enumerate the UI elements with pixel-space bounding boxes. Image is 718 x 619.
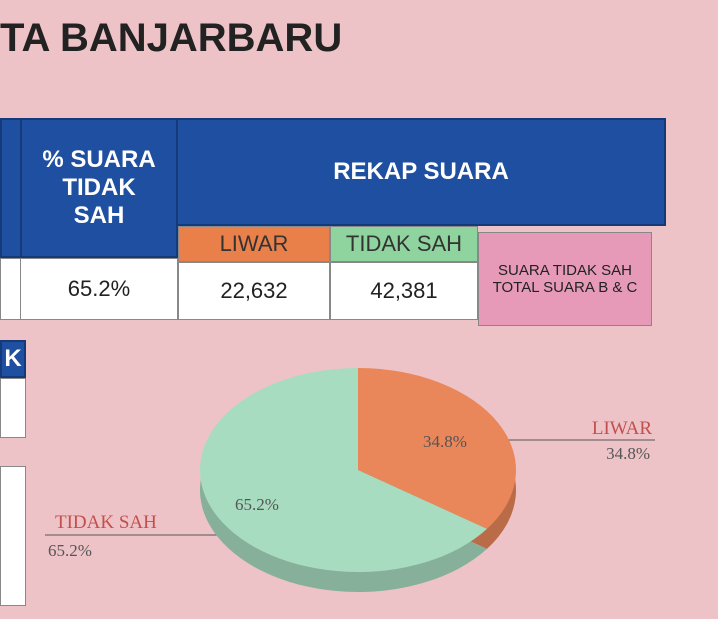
cell: 65.2% — [20, 258, 178, 320]
callout-name: TIDAK SAH — [55, 512, 157, 533]
callout-value: 65.2% — [48, 541, 92, 560]
note-cell: SUARA TIDAK SAH TOTAL SUARA B & C — [478, 232, 652, 326]
cell — [0, 378, 26, 438]
slice — [200, 368, 487, 573]
title: TA BANJARBARU — [0, 15, 343, 60]
sub-header: LIWAR — [178, 226, 330, 262]
cell — [0, 466, 26, 606]
sub-header: TIDAK SAH — [330, 226, 478, 262]
header-cell: REKAP SUARA — [176, 118, 666, 226]
callout-name: LIWAR — [592, 418, 652, 439]
cell: 22,632 — [178, 262, 330, 320]
slice-label: 65.2% — [235, 495, 279, 514]
slice-label: 34.8% — [423, 432, 467, 451]
cell: 42,381 — [330, 262, 478, 320]
slice — [358, 368, 517, 529]
side-header: K — [0, 340, 26, 378]
header-cell: % SUARA TIDAK SAH — [20, 118, 178, 258]
callout-value: 34.8% — [606, 444, 650, 463]
